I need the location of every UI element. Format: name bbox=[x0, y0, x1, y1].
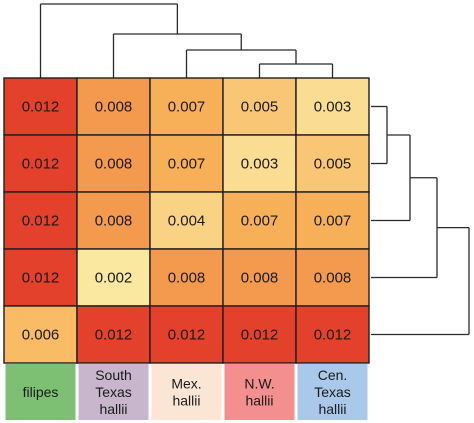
heatmap-cell bbox=[149, 134, 224, 193]
cell-value-label: 0.012 bbox=[22, 213, 60, 230]
column-label-box bbox=[297, 364, 368, 420]
heatmap-cell bbox=[3, 134, 78, 193]
column-label-text: Mex. bbox=[171, 376, 201, 392]
column-label-text: South bbox=[95, 367, 132, 383]
cell-value-label: 0.012 bbox=[22, 99, 60, 116]
cell-value-label: 0.012 bbox=[95, 327, 133, 344]
cell-value-label: 0.012 bbox=[22, 270, 60, 287]
cell-value-label: 0.007 bbox=[168, 156, 206, 173]
column-label-text: filipes bbox=[23, 384, 59, 400]
cell-value-label: 0.008 bbox=[95, 156, 133, 173]
heatmap-cell bbox=[149, 77, 224, 136]
top-dendrogram bbox=[39, 3, 334, 78]
heatmap-cell bbox=[222, 305, 297, 364]
heatmap-cell bbox=[295, 77, 370, 136]
heatmap-cell bbox=[222, 248, 297, 307]
cell-value-label: 0.008 bbox=[95, 213, 133, 230]
heatmap-cell bbox=[3, 248, 78, 307]
column-label-text: hallii bbox=[172, 393, 200, 409]
cell-value-label: 0.012 bbox=[22, 156, 60, 173]
cell-value-label: 0.004 bbox=[168, 213, 206, 230]
heatmap-cell bbox=[76, 305, 151, 364]
heatmap-cell bbox=[3, 305, 78, 364]
heatmap-cell bbox=[149, 305, 224, 364]
cell-value-label: 0.012 bbox=[241, 327, 279, 344]
cell-value-label: 0.008 bbox=[95, 99, 133, 116]
column-label-text: hallii bbox=[245, 393, 273, 409]
cell-value-label: 0.006 bbox=[22, 327, 60, 344]
heatmap-cell bbox=[149, 248, 224, 307]
column-label-box bbox=[151, 364, 222, 420]
column-label-text: hallii bbox=[99, 401, 127, 417]
cell-value-label: 0.007 bbox=[241, 213, 279, 230]
column-label-row: filipesSouthTexashalliiMex.halliiN.W.hal… bbox=[5, 364, 368, 420]
heatmap-cell bbox=[295, 305, 370, 364]
column-label-box bbox=[5, 364, 76, 420]
heatmap-cell bbox=[222, 191, 297, 250]
cell-value-label: 0.008 bbox=[168, 270, 206, 287]
column-label-text: Texas bbox=[95, 384, 132, 400]
cell-value-label: 0.003 bbox=[241, 156, 279, 173]
column-label-box bbox=[224, 364, 295, 420]
heatmap-cell bbox=[76, 191, 151, 250]
heatmap-grid: 0.012 0.008 0.007 0.005 0.003 0.012 0.008 0.007… bbox=[3, 77, 370, 364]
cell-value-label: 0.003 bbox=[314, 99, 352, 116]
cell-value-label: 0.002 bbox=[95, 270, 133, 287]
heatmap-cell bbox=[3, 77, 78, 136]
heatmap-cell bbox=[295, 248, 370, 307]
column-label-text: Texas bbox=[314, 384, 351, 400]
heatmap-cell bbox=[76, 248, 151, 307]
column-label-text: Cen. bbox=[318, 367, 348, 383]
column-label-box bbox=[78, 364, 149, 420]
cell-value-label: 0.007 bbox=[314, 213, 352, 230]
cell-value-label: 0.008 bbox=[314, 270, 352, 287]
heatmap-cell bbox=[295, 191, 370, 250]
cell-value-label: 0.005 bbox=[241, 99, 279, 116]
cell-value-label: 0.012 bbox=[314, 327, 352, 344]
cell-value-label: 0.005 bbox=[314, 156, 352, 173]
heatmap-cell bbox=[76, 77, 151, 136]
heatmap-cell bbox=[222, 77, 297, 136]
heatmap-cell bbox=[149, 191, 224, 250]
column-label-text: N.W. bbox=[244, 376, 274, 392]
heatmap-cell bbox=[222, 134, 297, 193]
cell-value-label: 0.008 bbox=[241, 270, 279, 287]
right-dendrogram bbox=[371, 105, 470, 336]
heatmap-cell bbox=[76, 134, 151, 193]
heatmap-cell bbox=[295, 134, 370, 193]
heatmap-cell bbox=[3, 191, 78, 250]
column-label-text: hallii bbox=[318, 401, 346, 417]
cell-value-label: 0.012 bbox=[168, 327, 206, 344]
cell-value-label: 0.007 bbox=[168, 99, 206, 116]
